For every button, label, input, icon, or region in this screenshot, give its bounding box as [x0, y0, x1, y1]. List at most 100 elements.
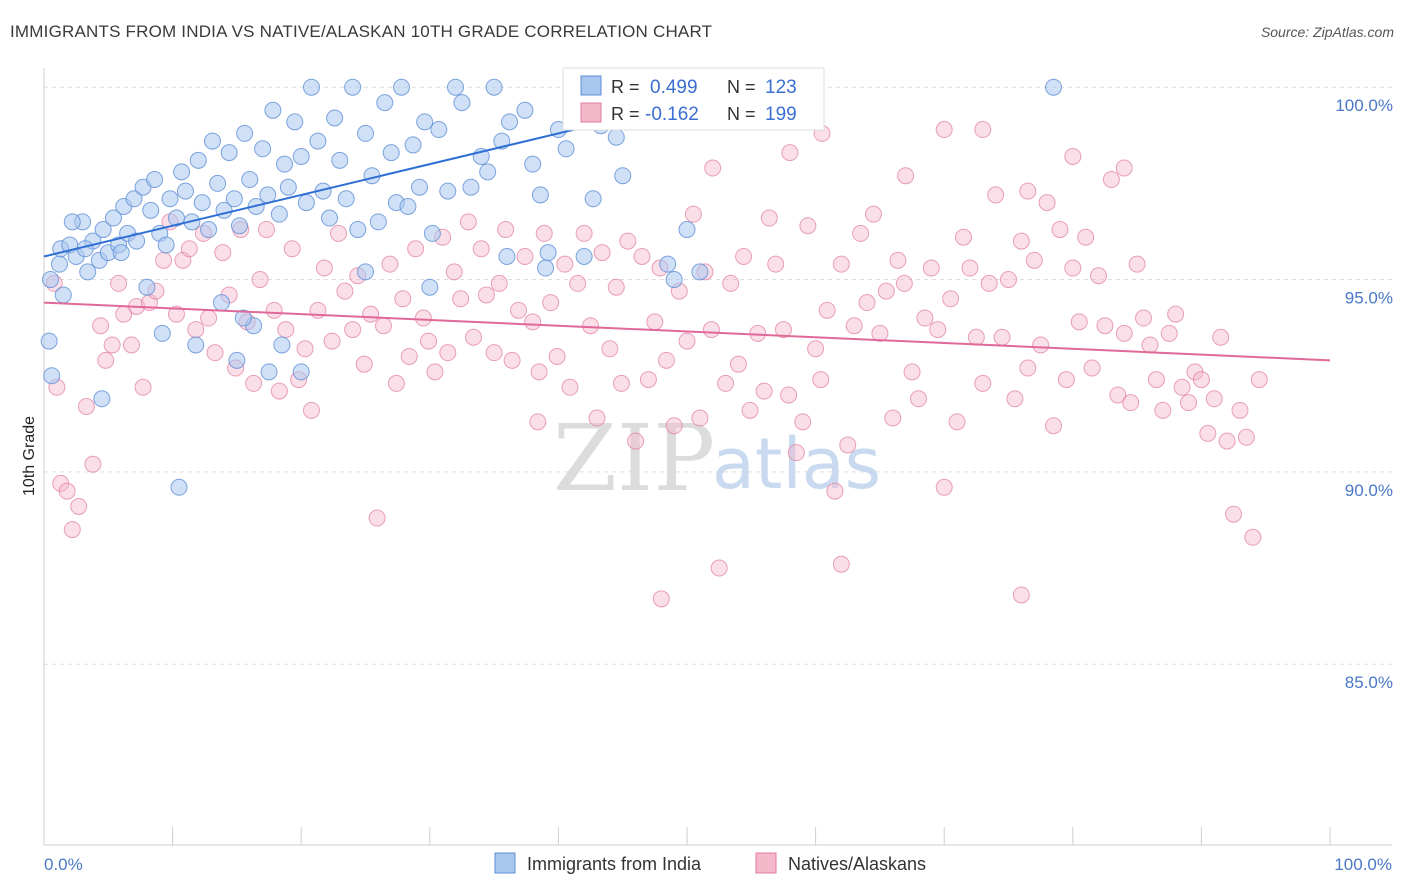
- data-point-immigrants-india: [292, 363, 310, 381]
- data-point-natives-alaskans: [839, 436, 857, 454]
- data-point-natives-alaskans: [1032, 336, 1050, 354]
- data-point-immigrants-india: [393, 78, 411, 96]
- gridlines: [44, 86, 1392, 665]
- data-point-immigrants-india: [225, 190, 243, 208]
- data-point-natives-alaskans: [627, 432, 645, 450]
- data-point-immigrants-india: [447, 78, 465, 96]
- bottom-legend-label-blue: Immigrants from India: [527, 854, 702, 874]
- bottom-legend-swatch-blue: [494, 852, 516, 874]
- data-point-natives-alaskans: [556, 255, 574, 273]
- data-point-immigrants-india: [146, 171, 164, 189]
- data-point-natives-alaskans: [426, 363, 444, 381]
- data-point-immigrants-india: [270, 205, 288, 223]
- data-point-natives-alaskans: [503, 351, 521, 369]
- data-point-natives-alaskans: [877, 282, 895, 300]
- data-point-natives-alaskans: [633, 247, 651, 265]
- data-point-immigrants-india: [531, 186, 549, 204]
- data-point-immigrants-india: [153, 324, 171, 342]
- data-point-natives-alaskans: [781, 144, 799, 162]
- data-point-natives-alaskans: [485, 344, 503, 362]
- data-point-natives-alaskans: [871, 324, 889, 342]
- data-point-natives-alaskans: [717, 374, 735, 392]
- data-point-natives-alaskans: [922, 259, 940, 277]
- data-point-immigrants-india: [302, 78, 320, 96]
- data-point-natives-alaskans: [639, 371, 657, 389]
- data-point-natives-alaskans: [407, 240, 425, 258]
- data-point-natives-alaskans: [612, 374, 630, 392]
- data-point-natives-alaskans: [302, 401, 320, 419]
- data-point-natives-alaskans: [1244, 528, 1262, 546]
- data-point-natives-alaskans: [516, 247, 534, 265]
- data-point-immigrants-india: [292, 147, 310, 165]
- data-point-natives-alaskans: [459, 213, 477, 231]
- data-point-immigrants-india: [286, 113, 304, 131]
- data-point-natives-alaskans: [1064, 147, 1082, 165]
- data-point-natives-alaskans: [414, 309, 432, 327]
- data-point-immigrants-india: [575, 247, 593, 265]
- data-point-natives-alaskans: [1212, 328, 1230, 346]
- data-point-immigrants-india: [344, 78, 362, 96]
- data-point-natives-alaskans: [1083, 359, 1101, 377]
- data-point-immigrants-india: [326, 109, 344, 127]
- data-point-natives-alaskans: [889, 251, 907, 269]
- data-point-natives-alaskans: [735, 247, 753, 265]
- data-point-immigrants-india: [678, 221, 696, 239]
- legend-swatch-pink: [580, 102, 602, 123]
- data-point-natives-alaskans: [84, 455, 102, 473]
- data-point-natives-alaskans: [1173, 378, 1191, 396]
- y-axis-tick-labels: 85.0% 90.0% 95.0% 100.0%: [1335, 96, 1393, 692]
- trend-line-natives-alaskans: [43, 301, 1331, 362]
- legend-n-value-blue: 123: [765, 77, 797, 98]
- data-point-natives-alaskans: [897, 167, 915, 185]
- data-point-natives-alaskans: [774, 321, 792, 339]
- data-point-natives-alaskans: [974, 121, 992, 139]
- data-point-natives-alaskans: [270, 382, 288, 400]
- data-point-immigrants-india: [439, 182, 457, 200]
- data-point-natives-alaskans: [97, 351, 115, 369]
- data-point-natives-alaskans: [852, 224, 870, 242]
- data-point-immigrants-india: [337, 190, 355, 208]
- data-point-natives-alaskans: [1025, 251, 1043, 269]
- data-point-immigrants-india: [200, 221, 218, 239]
- data-point-natives-alaskans: [529, 413, 547, 431]
- data-point-natives-alaskans: [344, 321, 362, 339]
- data-point-natives-alaskans: [974, 374, 992, 392]
- axes: [43, 68, 1392, 846]
- data-point-immigrants-india: [607, 128, 625, 146]
- data-point-natives-alaskans: [1160, 324, 1178, 342]
- data-point-immigrants-india: [228, 351, 246, 369]
- data-point-natives-alaskans: [122, 336, 140, 354]
- data-point-natives-alaskans: [1154, 401, 1172, 419]
- data-point-natives-alaskans: [807, 340, 825, 358]
- correlation-legend: R = 0.499 N = 123 R = -0.162 N = 199: [562, 67, 825, 131]
- legend-box: [562, 67, 825, 131]
- data-point-immigrants-india: [557, 140, 575, 158]
- data-point-immigrants-india: [43, 367, 61, 385]
- data-point-natives-alaskans: [1135, 309, 1153, 327]
- data-point-natives-alaskans: [760, 209, 778, 227]
- data-point-natives-alaskans: [665, 417, 683, 435]
- data-point-natives-alaskans: [1006, 390, 1024, 408]
- data-point-natives-alaskans: [58, 482, 76, 500]
- data-point-natives-alaskans: [729, 355, 747, 373]
- data-point-natives-alaskans: [155, 251, 173, 269]
- data-point-immigrants-india: [501, 113, 519, 131]
- data-point-natives-alaskans: [530, 363, 548, 381]
- legend-r-label-blue: R =: [611, 77, 640, 97]
- data-point-natives-alaskans: [794, 413, 812, 431]
- data-point-natives-alaskans: [967, 328, 985, 346]
- data-point-natives-alaskans: [510, 301, 528, 319]
- data-point-natives-alaskans: [381, 255, 399, 273]
- data-point-natives-alaskans: [251, 271, 269, 289]
- data-point-natives-alaskans: [1250, 371, 1268, 389]
- data-point-immigrants-india: [524, 155, 542, 173]
- data-point-natives-alaskans: [1167, 305, 1185, 323]
- data-point-natives-alaskans: [200, 309, 218, 327]
- y-tick-label: 100.0%: [1335, 96, 1393, 115]
- y-tick-label: 90.0%: [1345, 481, 1393, 500]
- data-point-natives-alaskans: [1064, 259, 1082, 277]
- chart-source: Source: ZipAtlas.com: [1260, 24, 1394, 40]
- data-point-natives-alaskans: [535, 224, 553, 242]
- data-point-natives-alaskans: [1051, 221, 1069, 239]
- data-point-natives-alaskans: [818, 301, 836, 319]
